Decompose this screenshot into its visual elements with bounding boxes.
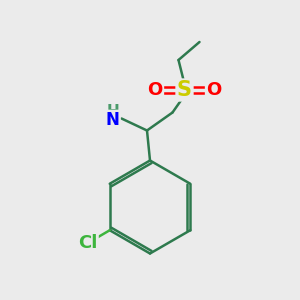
- Text: O: O: [148, 81, 163, 99]
- Text: H: H: [106, 103, 119, 118]
- Text: O: O: [206, 81, 221, 99]
- Text: N: N: [106, 111, 119, 129]
- Text: S: S: [177, 80, 192, 100]
- Text: Cl: Cl: [78, 234, 97, 252]
